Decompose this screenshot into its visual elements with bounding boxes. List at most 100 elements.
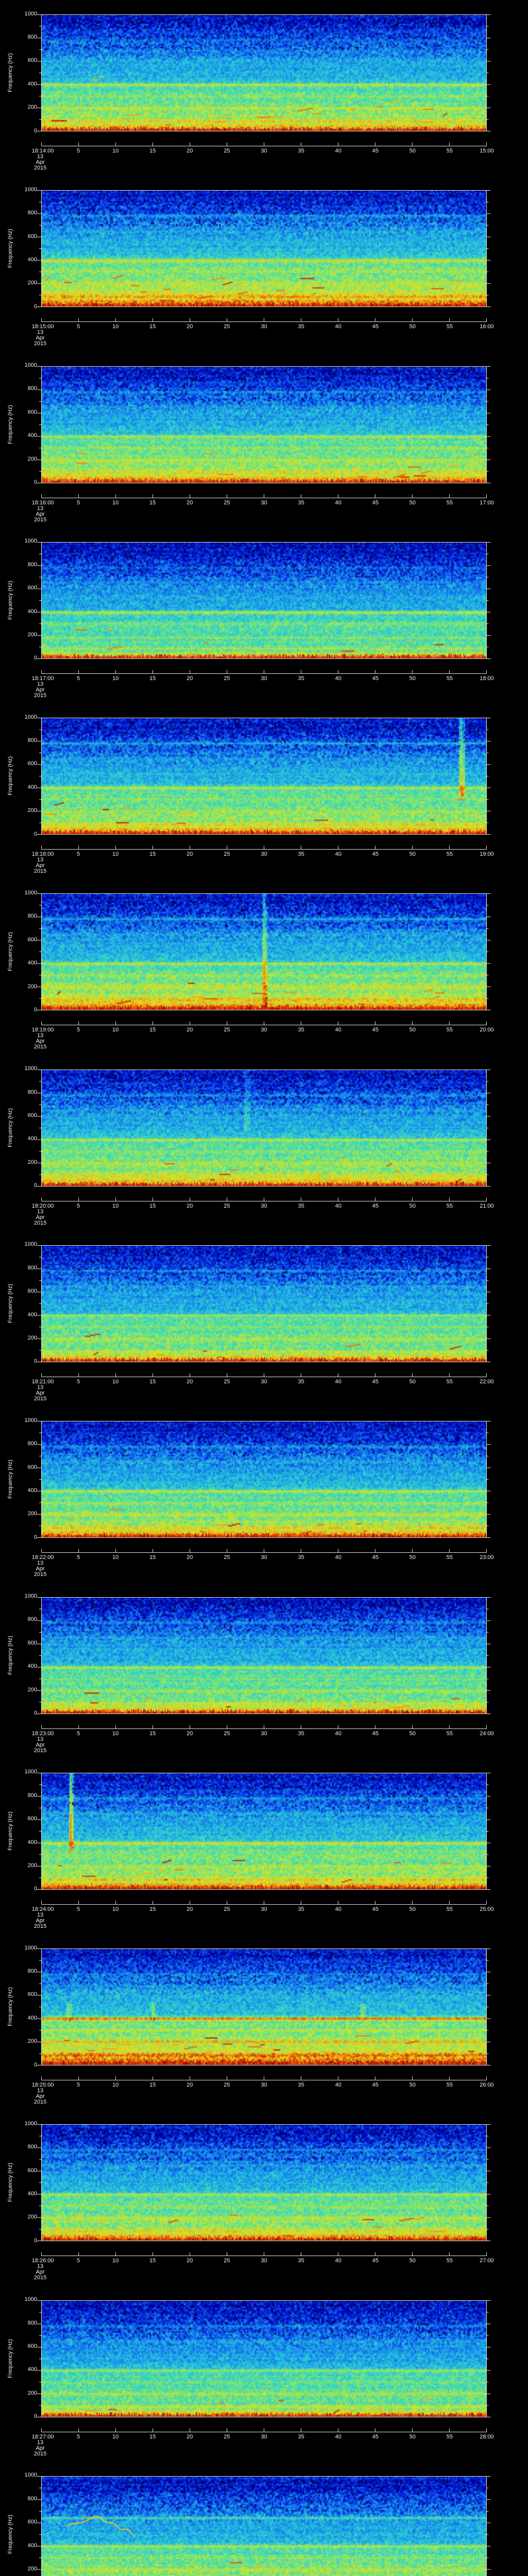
y-tick-label: 400 [27,1487,37,1494]
y-tick-label: 0 [34,303,37,310]
x-tick-label: 20 [186,1554,193,1561]
y-tick-label: 800 [27,1792,37,1799]
date-year: 2015 [34,1219,47,1226]
x-tick-label: 30 [260,851,268,858]
x-tick-label: 10 [112,1202,119,1209]
x-tick-label: 25 [223,1027,230,1033]
x-tick-label: 5 [76,2433,80,2440]
x-tick-label: 15 [149,1906,156,1912]
x-tick-label: 45 [372,1906,379,1912]
x-tick-label: 25 [223,324,230,330]
x-axis-end-time: 18:00 [480,675,494,682]
y-tick-label: 200 [27,1159,37,1165]
x-tick-label: 45 [372,2433,379,2440]
x-tick-label: 15 [149,2433,156,2440]
x-tick-label: 10 [112,1554,119,1561]
date-year: 2015 [34,1571,47,1578]
x-tick-label: 15 [149,499,156,506]
y-tick-label: 200 [27,2389,37,2396]
x-tick-label: 20 [186,148,193,154]
x-axis-start-time: 18:20:00 [31,1202,54,1209]
x-tick-label: 30 [260,2258,268,2264]
y-tick-label: 0 [34,479,37,486]
y-tick-label: 1000 [24,538,37,545]
y-tick-label: 400 [27,256,37,263]
x-tick-label: 25 [223,1554,230,1561]
date-year: 2015 [34,1044,47,1050]
y-tick-label: 1000 [24,2296,37,2303]
x-tick-label: 5 [76,851,80,858]
x-tick-label: 35 [298,851,305,858]
y-tick-label: 200 [27,631,37,638]
x-axis-start-time: 18:27:00 [31,2433,54,2440]
y-tick-label: 1000 [24,1944,37,1951]
y-tick-label: 1000 [24,1769,37,1775]
date-day: 13 [37,1032,44,1039]
y-tick-label: 400 [27,1311,37,1318]
x-tick-label: 55 [446,851,453,858]
date-day: 13 [37,681,44,687]
x-tick-label: 5 [76,1027,80,1033]
x-tick-label: 25 [223,2082,230,2089]
x-tick-label: 40 [335,324,342,330]
y-tick-label: 1000 [24,1417,37,1423]
y-tick-label: 1000 [24,362,37,369]
x-tick-label: 55 [446,675,453,682]
y-tick-label: 400 [27,960,37,967]
x-tick-label: 35 [298,1027,305,1033]
y-tick-label: 1000 [24,1065,37,1072]
date-day: 13 [37,2088,44,2094]
date-year: 2015 [34,868,47,875]
x-tick-label: 20 [186,2082,193,2089]
x-tick-label: 10 [112,851,119,858]
date-month: Apr [36,1214,45,1221]
y-tick-label: 400 [27,2191,37,2197]
x-tick-label: 45 [372,2082,379,2089]
x-tick-label: 55 [446,1906,453,1912]
y-tick-label: 200 [27,2566,37,2572]
x-tick-label: 5 [76,2082,80,2089]
x-tick-label: 20 [186,499,193,506]
x-tick-label: 25 [223,2433,230,2440]
y-tick-label: 200 [27,455,37,462]
x-tick-label: 5 [76,324,80,330]
x-tick-label: 10 [112,2258,119,2264]
spectrogram-image [41,1069,487,1187]
date-month: Apr [36,862,45,869]
x-tick-label: 25 [223,499,230,506]
x-tick-label: 45 [372,1027,379,1033]
x-axis-end-time: 20:00 [480,1027,494,1033]
spectrogram-panel: Frequency (Hz) 1000 800 600 400 200 0 18… [0,879,528,1055]
x-tick-label: 10 [112,1027,119,1033]
y-tick-label: 0 [34,2061,37,2068]
x-tick-label: 25 [223,1202,230,1209]
x-tick-label: 40 [335,1202,342,1209]
y-tick-label: 1000 [24,1593,37,1600]
x-tick-label: 55 [446,2258,453,2264]
y-tick-label: 400 [27,80,37,87]
x-tick-label: 10 [112,2433,119,2440]
spectrogram-panel: Frequency (Hz) 1000 800 600 400 200 0 18… [0,1758,528,1935]
x-tick-label: 35 [298,1554,305,1561]
x-tick-label: 45 [372,2258,379,2264]
spectrogram-image [41,1597,487,1714]
x-tick-label: 5 [76,499,80,506]
y-tick-label: 0 [34,655,37,662]
date-day: 13 [37,1736,44,1742]
y-tick-label: 0 [34,2413,37,2420]
y-tick-label: 600 [27,936,37,943]
x-axis-start-time: 18:18:00 [31,851,54,858]
x-tick-label: 20 [186,851,193,858]
axes-frame [37,2476,491,2576]
x-tick-label: 15 [149,1730,156,1737]
y-tick-label: 600 [27,57,37,64]
x-tick-label: 40 [335,499,342,506]
spectrogram-panel: Frequency (Hz) 1000 800 600 400 200 0 18… [0,1055,528,1231]
y-tick-label: 200 [27,1335,37,1342]
y-tick-label: 800 [27,561,37,568]
x-axis-end-time: 19:00 [480,851,494,858]
x-tick-label: 25 [223,1906,230,1912]
x-tick-label: 50 [409,1202,416,1209]
x-tick-label: 10 [112,675,119,682]
y-tick-label: 800 [27,210,37,216]
